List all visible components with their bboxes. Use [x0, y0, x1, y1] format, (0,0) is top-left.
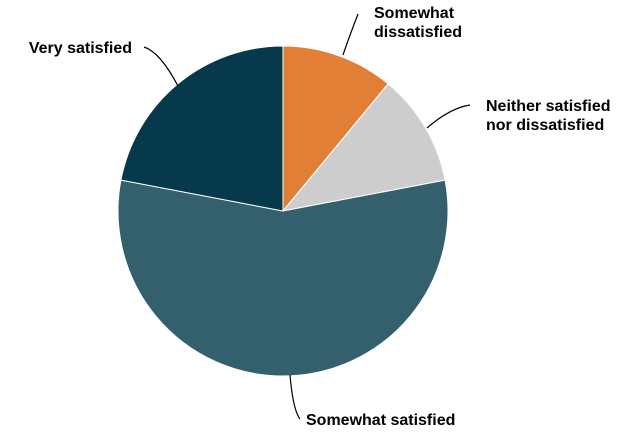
slice-label-2: Somewhat satisfied — [306, 412, 455, 429]
pie-slice-3 — [120, 45, 284, 212]
slice-label-line: Somewhat — [374, 5, 455, 22]
slice-label-line: nor dissatisfied — [486, 117, 604, 134]
slice-label-3: Very satisfied — [29, 40, 132, 57]
leader-line-0 — [342, 13, 359, 56]
leader-line-1 — [426, 104, 471, 129]
pie-slice-2 — [117, 179, 449, 377]
slice-label-line: Somewhat satisfied — [306, 412, 455, 429]
leader-line-2 — [289, 374, 301, 420]
slice-label-line: Very satisfied — [29, 40, 132, 57]
pie-slice-1 — [281, 83, 446, 212]
slice-label-line: Neither satisfied — [486, 98, 610, 115]
leader-line-3 — [143, 46, 179, 87]
slice-label-1: Neither satisfied nor dissatisfied — [486, 98, 610, 134]
slice-label-line: dissatisfied — [374, 24, 462, 41]
slice-labels: Somewhat dissatisfied Neither satisfied nor… — [29, 5, 611, 429]
slice-label-0: Somewhat dissatisfied — [374, 5, 462, 41]
pie-slices — [117, 45, 449, 377]
leader-lines — [143, 13, 471, 420]
pie-slice-0 — [282, 45, 389, 213]
